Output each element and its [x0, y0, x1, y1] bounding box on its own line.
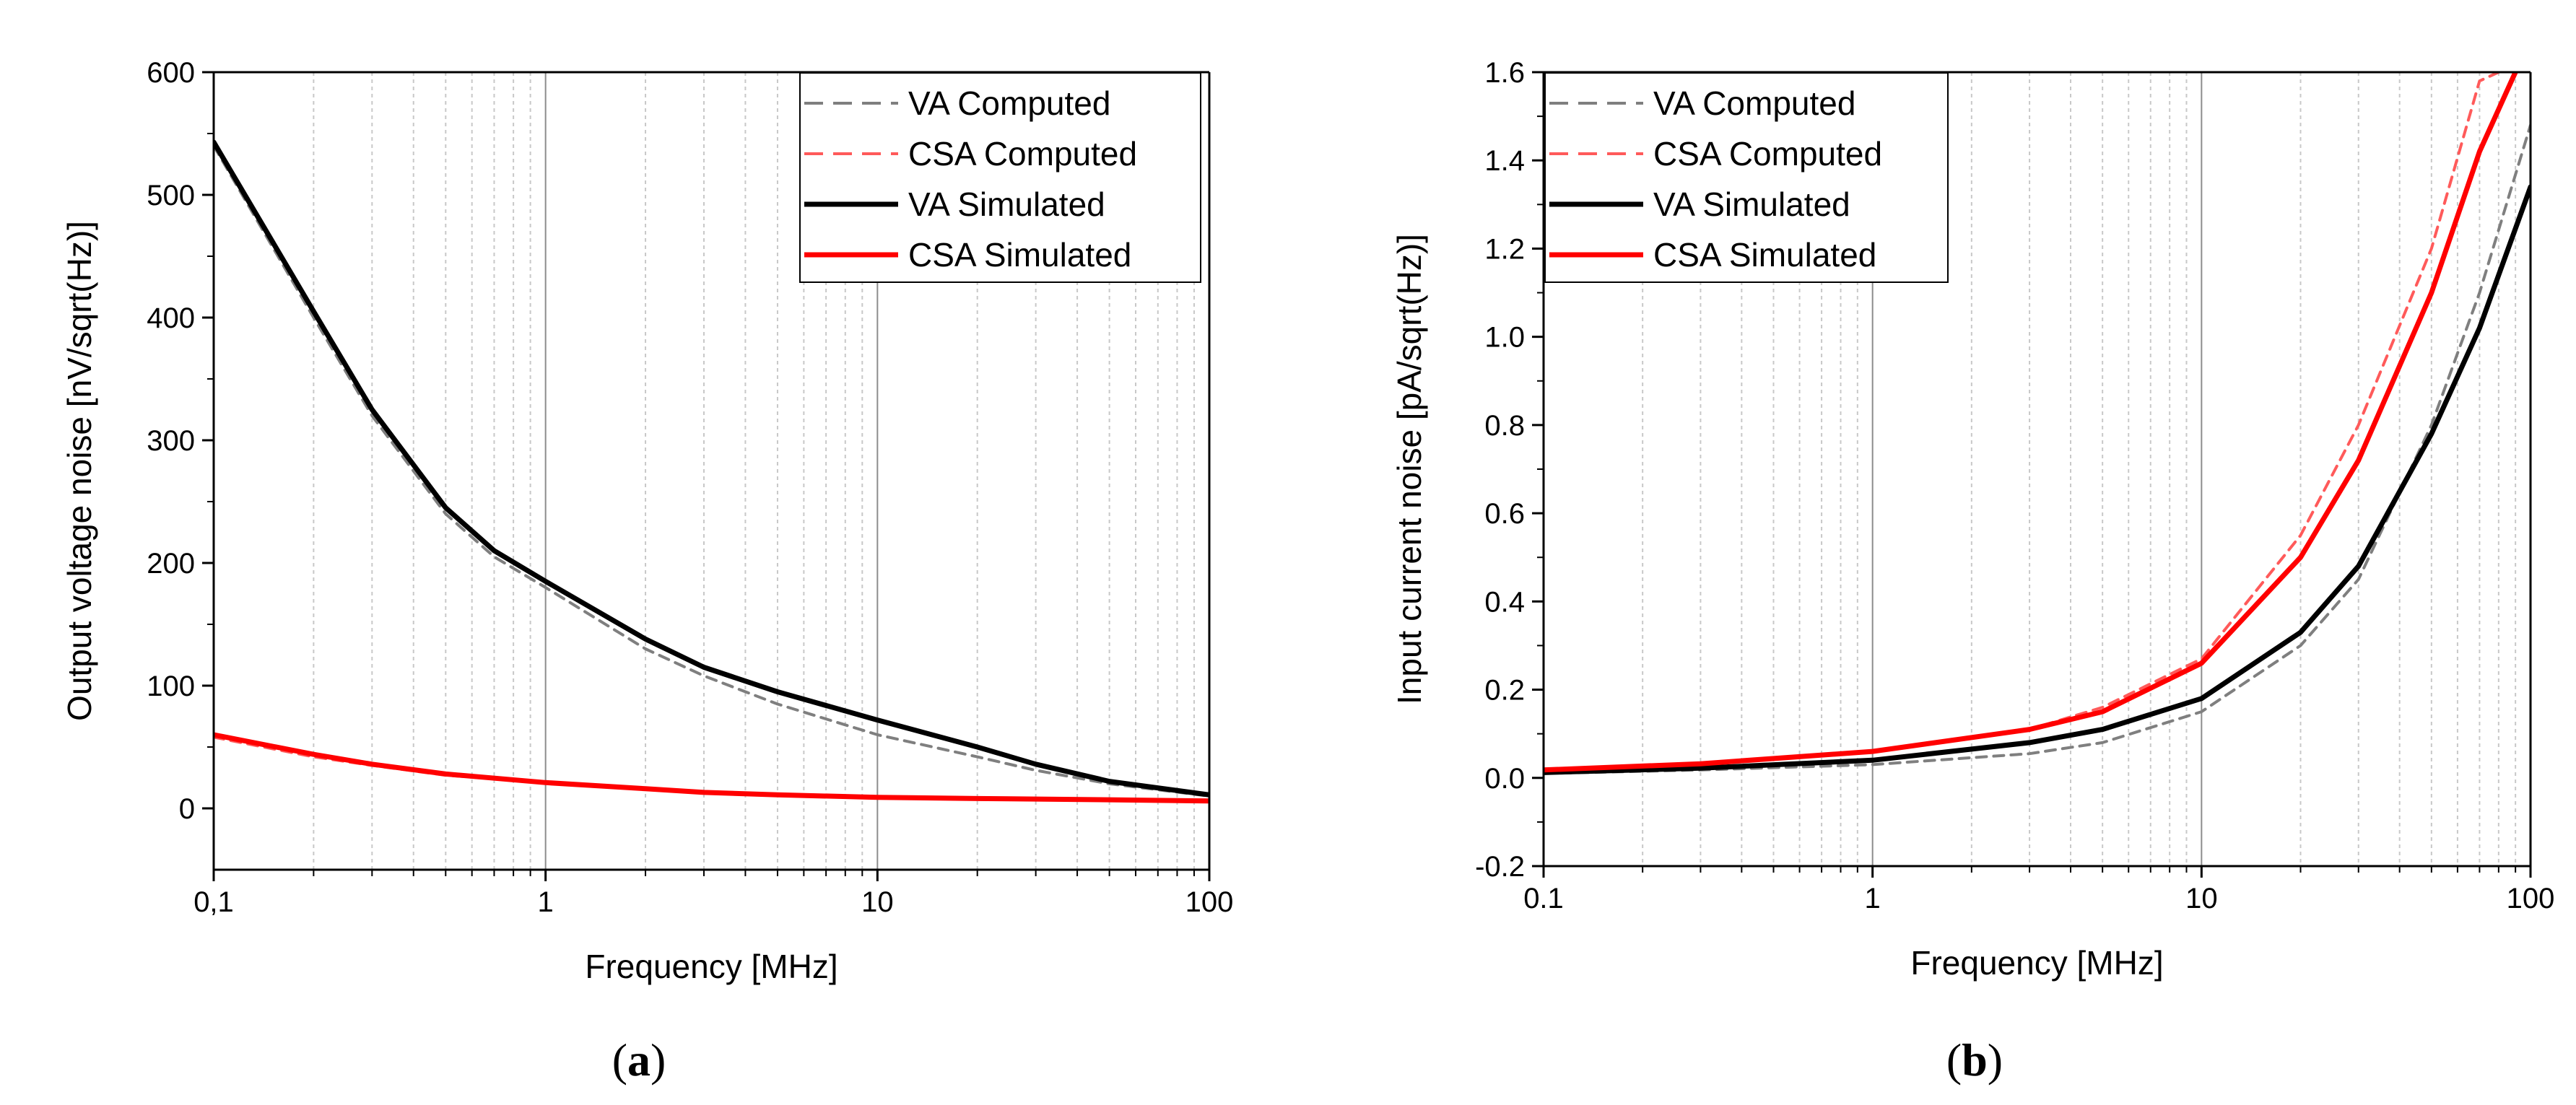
panel-caption: (a)	[612, 1034, 666, 1086]
series-line-va-simulated	[1544, 184, 2531, 775]
x-axis-label: Frequency [MHz]	[585, 948, 837, 985]
y-axis-label: Output voltage noise [nV/sqrt(Hz)]	[61, 221, 98, 721]
x-tick-label: 1	[1865, 883, 1881, 914]
legend-label: CSA Simulated	[1653, 236, 1876, 274]
y-tick-label: 400	[147, 302, 195, 334]
legend-label: VA Computed	[908, 84, 1110, 122]
x-axis-label: Frequency [MHz]	[1910, 944, 2163, 982]
y-tick-label: 1.4	[1484, 145, 1525, 177]
series-group	[1544, 72, 2531, 775]
caption-close: )	[1988, 1034, 2003, 1086]
x-tick-label: 0,1	[193, 886, 234, 918]
series-line-csa-simulated	[1544, 72, 2518, 773]
x-tick-label: 100	[1185, 886, 1234, 918]
y-tick-label: 600	[147, 57, 195, 89]
panel-caption: (b)	[1946, 1034, 2003, 1086]
legend-label: CSA Computed	[1653, 135, 1882, 172]
y-tick-label: 500	[147, 180, 195, 211]
caption-open: (	[1946, 1034, 1962, 1086]
x-tick-label: 1	[538, 886, 554, 918]
series-line-va-simulated	[214, 139, 1209, 798]
legend-box	[1544, 72, 1949, 283]
y-tick-label: 0.4	[1484, 586, 1525, 618]
y-tick-label: 300	[147, 425, 195, 457]
y-tick-label: 0.2	[1484, 675, 1525, 707]
legend-box	[799, 72, 1201, 283]
series-group	[214, 139, 1209, 804]
y-tick-label: 1.6	[1484, 57, 1525, 89]
x-tick-label: 10	[2185, 883, 2218, 914]
legend-label: CSA Computed	[908, 135, 1137, 172]
legend: VA Computed CSA Computed VA Simulated CSA S…	[799, 72, 1201, 283]
y-tick-label: 100	[147, 671, 195, 702]
legend-label: VA Computed	[1653, 84, 1855, 122]
legend-label: VA Simulated	[1653, 185, 1850, 223]
y-tick-label: 200	[147, 548, 195, 580]
caption-letter: a	[627, 1034, 650, 1086]
legend: VA Computed CSA Computed VA Simulated CSA S…	[1544, 72, 1949, 283]
chart-panel-b: 0.1 1 10 100 -0.2 0.0 0.2 0.4 0.6 0.8 1.0 1.2 1.4 1.6…	[1391, 57, 2554, 1086]
x-tick-label: 0.1	[1523, 883, 1564, 914]
series-line-va-computed	[1544, 123, 2531, 775]
y-tick-label: 1.2	[1484, 233, 1525, 265]
legend-label: CSA Simulated	[908, 236, 1131, 274]
y-tick-label: -0.2	[1475, 851, 1525, 883]
x-tick-label: 10	[861, 886, 894, 918]
caption-open: (	[612, 1034, 627, 1086]
caption-letter: b	[1962, 1034, 1988, 1086]
y-axis-label: Input current noise [pA/sqrt(Hz)]	[1391, 234, 1428, 704]
series-line-va-computed	[214, 144, 1209, 798]
y-tick-label: 1.0	[1484, 322, 1525, 354]
series-line-csa-simulated	[214, 732, 1209, 804]
legend-label: VA Simulated	[908, 185, 1105, 223]
x-tick-label: 100	[2507, 883, 2555, 914]
y-tick-label: 0.0	[1484, 763, 1525, 795]
series-line-csa-computed	[1544, 72, 2500, 773]
y-tick-label: 0	[179, 793, 195, 825]
y-tick-label: 0.6	[1484, 498, 1525, 530]
y-tick-label: 0.8	[1484, 410, 1525, 442]
chart-panel-a: 0,1 1 10 100 0 100 200 300 400 500 600 Frequency [M…	[61, 57, 1233, 1086]
caption-close: )	[650, 1034, 666, 1086]
